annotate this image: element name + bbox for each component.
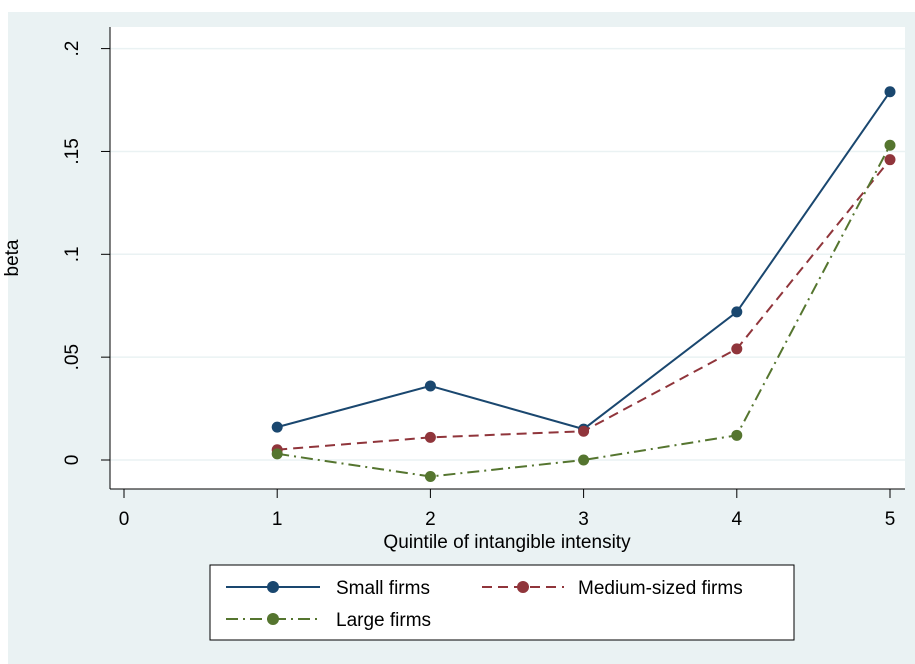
- y-tick-label: .05: [62, 344, 83, 370]
- x-tick-label: 1: [272, 509, 283, 530]
- legend: Small firms Medium-sized firms Large fir…: [209, 564, 795, 641]
- grid-lines: [110, 47, 905, 461]
- legend-marker-small-firms: [267, 581, 279, 593]
- data-point-medium-sized-firms: [578, 425, 590, 437]
- data-point-small-firms: [424, 380, 436, 392]
- y-tick-label: .1: [62, 246, 83, 262]
- data-series: [271, 86, 896, 482]
- plot-area: [110, 27, 905, 489]
- data-point-small-firms: [731, 306, 743, 318]
- legend-label-medium-sized-firms: Medium-sized firms: [578, 578, 743, 599]
- data-point-medium-sized-firms: [884, 154, 896, 166]
- data-point-large-firms: [731, 429, 743, 441]
- x-axis-title: Quintile of intangible intensity: [383, 532, 631, 553]
- legend-marker-large-firms: [267, 613, 279, 625]
- legend-marker-medium-sized-firms: [517, 581, 529, 593]
- y-tick-label: .15: [62, 138, 83, 164]
- y-axis-ticks: 0 .05 .1 .15 .2: [62, 41, 110, 466]
- y-tick-label: 0: [62, 455, 83, 466]
- y-axis-title: beta: [2, 239, 23, 276]
- y-tick-label: .2: [62, 41, 83, 57]
- legend-box: [209, 564, 795, 641]
- x-axis-ticks: 0 1 2 3 4 5: [119, 489, 896, 530]
- data-point-small-firms: [271, 421, 283, 433]
- legend-label-small-firms: Small firms: [336, 578, 430, 599]
- x-tick-label: 4: [732, 509, 743, 530]
- x-tick-label: 2: [425, 509, 436, 530]
- data-point-small-firms: [884, 86, 896, 98]
- data-point-large-firms: [424, 470, 436, 482]
- series-line-large-firms: [277, 144, 891, 478]
- data-point-medium-sized-firms: [424, 431, 436, 443]
- data-point-large-firms: [578, 454, 590, 466]
- x-tick-label: 3: [578, 509, 589, 530]
- data-point-large-firms: [884, 139, 896, 151]
- legend-label-large-firms: Large firms: [336, 610, 431, 631]
- data-point-large-firms: [271, 448, 283, 460]
- x-tick-label: 5: [885, 509, 896, 530]
- x-tick-label: 0: [119, 509, 130, 530]
- data-point-medium-sized-firms: [731, 343, 743, 355]
